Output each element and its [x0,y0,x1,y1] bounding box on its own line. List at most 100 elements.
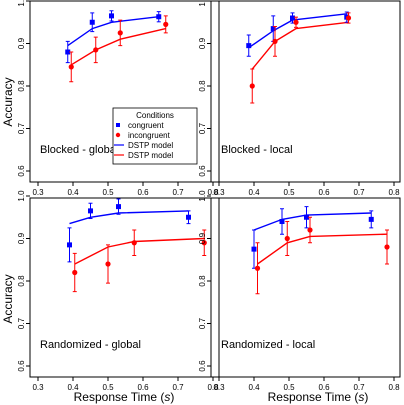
legend: Conditions congruent incongruent DSTP mo… [112,107,198,165]
point-congruent [270,26,276,32]
panel-title: Randomized - global [40,339,141,351]
y-tick-label: 1.0 [17,0,26,7]
y-tick-label: 0.8 [198,275,207,287]
legend-label-model-congruent: DSTP model [128,141,173,150]
panel-title: Blocked - global [40,144,118,156]
y-tick-label: 0.8 [17,80,26,92]
x-tick-label: 0.8 [207,188,219,197]
x-tick-label: 0.6 [318,383,330,392]
point-incongruent [293,19,299,25]
point-incongruent [254,265,261,271]
legend-label-congruent: congruent [128,121,164,130]
legend-marker-incongruent [115,132,121,138]
model-line-congruent [67,16,159,47]
model-line-incongruent [251,21,349,70]
point-incongruent [272,38,278,44]
y-tick-label: 0.7 [198,122,207,134]
y-tick-label: 0.8 [17,275,26,287]
point-incongruent [249,83,255,89]
y-tick-label: 0.7 [17,317,26,329]
model-line-incongruent [70,27,166,66]
y-tick-label: 0.9 [17,232,26,244]
point-congruent [67,242,72,248]
legend-label-model-incongruent: DSTP model [128,151,173,160]
point-congruent [246,43,252,49]
point-congruent [156,14,162,20]
x-tick-label: 0.8 [388,188,400,197]
y-tick-label: 1.0 [17,190,26,202]
point-congruent [88,208,93,214]
point-incongruent [384,244,390,250]
y-tick-label: 1.0 [198,0,207,7]
y-tick-label: 0.9 [17,37,26,49]
legend-label-incongruent: incongruent [128,131,171,140]
x-tick-label: 0.7 [353,383,365,392]
point-congruent [109,13,114,19]
point-incongruent [117,30,123,36]
model-line-congruent [253,212,372,231]
point-congruent [368,216,374,222]
point-congruent [290,15,295,21]
point-congruent [65,49,71,55]
x-tick-label: 0.8 [207,383,219,392]
panel-1: 0.3 0.4 0.5 0.6 0.7 0.8 0.6 0.7 0.8 0.9 1.0 Blocked… [17,0,220,197]
point-incongruent [93,47,99,53]
model-line-incongruent [74,237,205,265]
x-tick-label: 0.3 [32,188,44,197]
y-axis-label-bottom: Accuracy [1,274,15,323]
point-incongruent [307,227,313,233]
point-congruent [304,214,309,220]
point-incongruent [72,269,78,276]
point-congruent [186,214,191,220]
legend-box [112,107,198,165]
point-incongruent [201,240,207,246]
panel-4: 0.3 0.4 0.5 0.6 0.7 0.8 0.6 0.7 0.8 0.9 1.0 Randomi… [198,190,401,392]
point-congruent [116,204,121,210]
x-tick-label: 0.4 [248,383,260,392]
y-tick-label: 1.0 [198,190,207,202]
legend-marker-congruent [116,123,120,127]
x-tick-label: 0.5 [102,383,114,392]
y-tick-label: 0.6 [17,360,26,372]
y-tick-label: 0.7 [17,122,26,134]
point-congruent [279,219,285,224]
point-incongruent [284,235,290,242]
x-tick-label: 0.3 [213,188,225,197]
panel-frame [210,197,401,378]
panel-3: 0.3 0.4 0.5 0.6 0.7 0.8 0.6 0.7 0.8 0.9 1.0 Randomi… [17,190,220,392]
point-incongruent [163,21,169,27]
x-tick-label: 0.7 [353,188,365,197]
y-tick-label: 0.6 [17,165,26,177]
panel-title: Blocked - local [221,144,293,156]
x-tick-label: 0.4 [67,188,79,197]
y-tick-label: 0.6 [198,165,207,177]
x-tick-label: 0.5 [283,188,295,197]
x-tick-label: 0.8 [388,383,400,392]
legend-title: Conditions [136,111,174,120]
x-tick-label: 0.7 [172,383,184,392]
y-axis-label-top: Accuracy [1,77,15,126]
panel-frame [29,197,220,378]
panel-title: Randomized - local [221,339,315,351]
x-axis-label-right: Response Time (s) [268,390,369,404]
point-congruent [251,246,257,252]
x-tick-label: 0.3 [32,383,44,392]
y-tick-label: 0.6 [198,360,207,372]
y-tick-label: 0.9 [198,232,207,244]
x-tick-label: 0.4 [67,383,79,392]
x-tick-label: 0.3 [213,383,225,392]
x-axis-label-left: Response Time (s) [74,390,175,404]
point-incongruent [131,240,137,246]
y-tick-label: 0.9 [198,37,207,49]
y-tick-label: 0.7 [198,317,207,329]
point-incongruent [105,261,111,267]
x-tick-label: 0.7 [172,188,184,197]
panel-frame [29,0,220,183]
x-tick-label: 0.4 [248,188,260,197]
panel-2: 0.3 0.4 0.5 0.6 0.7 0.8 0.6 0.7 0.8 0.9 1.0 Blocked… [198,0,401,197]
x-tick-label: 0.6 [318,188,330,197]
x-tick-label: 0.5 [283,383,295,392]
y-tick-label: 0.8 [198,80,207,92]
panel-frame [210,0,401,183]
